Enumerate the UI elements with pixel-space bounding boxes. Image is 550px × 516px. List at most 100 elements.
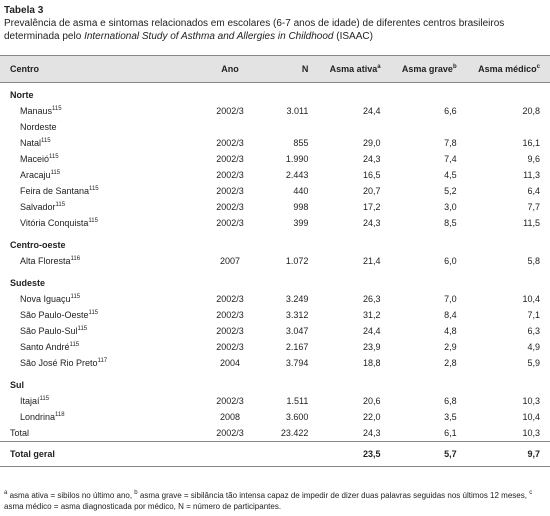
caption-text: Prevalência de asma e sintomas relaciona… [4,18,505,42]
cell: 2,8 [444,358,457,368]
cell: 23,9 [363,342,381,352]
cell: 3.047 [285,326,309,336]
cell: 1.511 [286,396,309,406]
cell: 9,7 [466,441,550,467]
cell: 24,3 [363,218,381,228]
column-header: Asma ativaa [318,55,391,83]
cell: Vitória Conquista115 [0,215,190,231]
table-row: Total geral 23,5 5,7 9,7 [0,441,550,467]
cell: 10,4 [522,294,540,304]
cell: 4,5 [444,170,457,180]
center-name: Manaus [20,106,53,116]
center-name: Alta Floresta [20,256,71,266]
cell: 2,9 [444,342,457,352]
cell: São Paulo-Sul115 [0,323,190,339]
header-sup: c [536,64,540,70]
table-row: Natal115 2002/3 855 29,0 7,8 16,1 [0,135,550,151]
reference: 115 [70,294,81,300]
cell: 2002/3 [216,202,244,212]
reference: 117 [97,358,108,364]
reference: 115 [69,342,80,348]
table-row: Itajaí115 2002/3 1.511 20,6 6,8 10,3 [0,393,550,409]
footnote-sup: b [134,490,138,496]
reference: 115 [55,202,66,208]
group-label: Sudeste [10,278,46,288]
header-text: Asma grave [401,64,453,74]
data-table: Centro Ano N Asma ativaa Asma graveb Asma méd… [0,55,550,467]
table-row: Sul [0,371,550,393]
center-name: Itajaí [20,396,40,406]
cell: 23.422 [270,425,319,442]
cell: São José Rio Preto117 [0,355,190,371]
cell: Londrina118 [0,409,190,425]
cell: 3.011 [286,106,309,116]
reference: 115 [39,396,50,402]
footnote: a asma ativa = sibilos no último ano, b … [4,490,548,512]
cell: 2008 [219,412,241,422]
reference: 115 [41,138,51,144]
cell: Nova Iguaçu115 [0,291,190,307]
cell: 24,3 [363,154,381,164]
cell: 21,4 [363,256,381,266]
cell [270,441,319,467]
cell: 2002/3 [216,218,244,228]
table-row: Londrina118 2008 3.600 22,0 3,5 10,4 [0,409,550,425]
cell: 3.249 [285,294,309,304]
header-text: N [301,64,309,74]
cell: 10,3 [522,396,540,406]
cell: 6,1 [390,425,467,442]
cell: 24,4 [363,106,381,116]
cell: 399 [293,218,309,228]
cell: 10,4 [522,412,540,422]
cell: 16,1 [522,138,540,148]
cell: Feira de Santana115 [0,183,190,199]
cell: 3.312 [285,310,309,320]
cell: 20,7 [363,186,381,196]
cell: 6,4 [527,186,540,196]
cell: 7,0 [444,294,457,304]
cell: 11,3 [523,170,540,180]
cell: 11,5 [523,218,540,228]
cell: Aracaju115 [0,167,190,183]
cell: 4,8 [444,326,457,336]
table-row: Aracaju115 2002/3 2.443 16,5 4,5 11,3 [0,167,550,183]
reference: 118 [55,412,65,418]
center-name: São Paulo-Oeste [20,310,89,320]
column-header: Ano [190,55,270,83]
cell: Total geral [0,441,190,467]
reference: 115 [88,310,99,316]
table-row: Norte [0,83,550,104]
cell: 23,5 [318,441,391,467]
table-row: Sudeste [0,269,550,291]
header-text: Asma médico [478,64,537,74]
cell: Natal115 [0,135,190,151]
cell: São Paulo-Oeste115 [0,307,190,323]
group-label: Sul [10,380,25,390]
cell: 20,8 [522,106,540,116]
cell: 9,6 [527,154,540,164]
cell: 20,6 [363,396,381,406]
table-row: São José Rio Preto117 2004 3.794 18,8 2,8 5,9 [0,355,550,371]
cell: 4,9 [527,342,540,352]
group-label: Centro-oeste [10,240,66,250]
table-caption: Prevalência de asma e sintomas relaciona… [4,17,544,43]
center-name: Santo André [20,342,70,352]
table-row: Centro-oeste [0,231,550,253]
column-header: Asma graveb [390,55,467,83]
center-name: Natal [20,138,42,148]
cell: 10,3 [466,425,550,442]
table-row: Maceió115 2002/3 1.990 24,3 7,4 9,6 [0,151,550,167]
reference: 115 [52,106,62,112]
cell: 2002/3 [216,326,244,336]
cell: Total [0,425,190,442]
cell: Maceió115 [0,151,190,167]
footnote-sup: c [529,490,533,496]
cell: 1.990 [285,154,309,164]
header-sup: a [377,64,381,70]
cell: 3,5 [444,412,457,422]
table-row: Salvador115 2002/3 998 17,2 3,0 7,7 [0,199,550,215]
cell: 2002/3 [216,106,244,116]
cell: Santo André115 [0,339,190,355]
group-label: Norte [10,90,34,100]
